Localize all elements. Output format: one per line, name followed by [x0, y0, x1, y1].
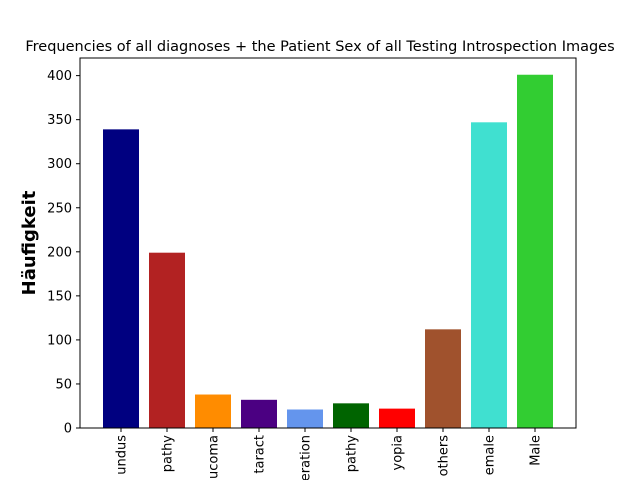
bar-5: [287, 409, 323, 428]
bar-8: [425, 329, 461, 428]
x-tick-label-1: undus: [115, 435, 130, 475]
bar-6: [333, 403, 369, 428]
bar-9: [471, 122, 507, 429]
y-tick-label-150: 150: [47, 289, 72, 304]
bar-1: [103, 129, 139, 428]
chart-title: Frequencies of all diagnoses + the Patie…: [25, 39, 614, 55]
x-tick-label-10: Male: [529, 435, 544, 466]
y-axis: 0 50 100 150 200 250 300 350 400: [47, 69, 80, 437]
y-tick-label-50: 50: [55, 377, 72, 392]
y-tick-label-0: 0: [64, 422, 72, 437]
bar-10: [517, 74, 553, 428]
x-tick-label-3: ucoma: [207, 435, 222, 479]
x-tick-label-9: emale: [483, 435, 498, 475]
y-tick-label-300: 300: [47, 157, 72, 172]
bars-group: [103, 74, 553, 429]
y-tick-label-100: 100: [47, 333, 72, 348]
y-axis-label: Häufigkeit: [19, 190, 40, 295]
x-axis: undus pathy ucoma taract eration pathy yopia ot…: [115, 428, 544, 480]
x-tick-label-8: others: [437, 435, 452, 477]
y-tick-label-350: 350: [47, 113, 72, 128]
y-tick-label-400: 400: [47, 69, 72, 84]
x-tick-label-7: yopia: [391, 435, 406, 470]
y-tick-label-200: 200: [47, 245, 72, 260]
bar-3: [195, 394, 231, 428]
bar-2: [149, 252, 185, 428]
x-tick-label-4: taract: [253, 435, 268, 474]
x-tick-label-2: pathy: [161, 435, 176, 473]
plot-area-frame: [79, 57, 577, 429]
bar-4: [241, 399, 277, 428]
x-tick-label-6: pathy: [345, 435, 360, 473]
y-tick-label-250: 250: [47, 201, 72, 216]
x-tick-label-5: eration: [299, 435, 314, 480]
bar-7: [379, 408, 415, 428]
